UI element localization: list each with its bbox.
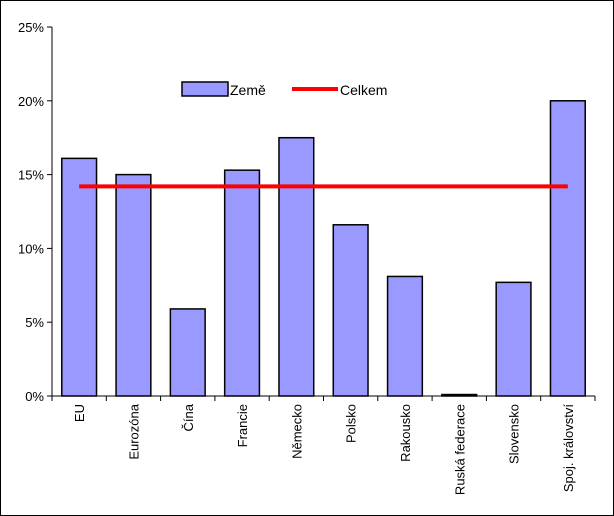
x-tick-label: Německo [289, 404, 304, 459]
y-axis: 0% 5% 10% 15% 20% 25% [18, 20, 52, 404]
x-tick-label: EU [72, 404, 87, 422]
x-tick-label: Polsko [344, 404, 359, 443]
x-tick-label: Slovensko [507, 404, 522, 464]
bar [278, 136, 315, 397]
y-tick-label: 5% [25, 315, 44, 330]
bar [169, 308, 206, 397]
bar [386, 275, 424, 397]
y-tick-label: 15% [18, 168, 44, 183]
x-axis: EU Eurozóna Čína Francie Německo Polsko Rakous… [51, 396, 596, 495]
x-tick-label: Ruská federace [452, 404, 467, 495]
y-tick-label: 0% [25, 389, 44, 404]
y-tick-label: 20% [18, 94, 44, 109]
legend-label-line: Celkem [340, 82, 387, 98]
legend: Země Celkem [181, 81, 387, 98]
x-tick-label: Francie [235, 404, 250, 447]
y-tick-label: 25% [18, 20, 44, 35]
x-tick-label: Eurozóna [126, 403, 141, 459]
x-tick-label: Čína [181, 403, 196, 431]
y-tick-label: 10% [18, 241, 44, 256]
bar [549, 100, 586, 397]
bar [61, 157, 98, 397]
bar [115, 173, 152, 397]
bar-series [61, 100, 586, 397]
bar [495, 281, 532, 397]
bar [223, 169, 261, 397]
legend-bar-swatch [181, 81, 229, 97]
bar [332, 224, 369, 397]
x-tick-label: Rakousko [398, 404, 413, 462]
legend-label-bars: Země [230, 82, 266, 98]
x-tick-label: Spoj. království [561, 404, 576, 493]
